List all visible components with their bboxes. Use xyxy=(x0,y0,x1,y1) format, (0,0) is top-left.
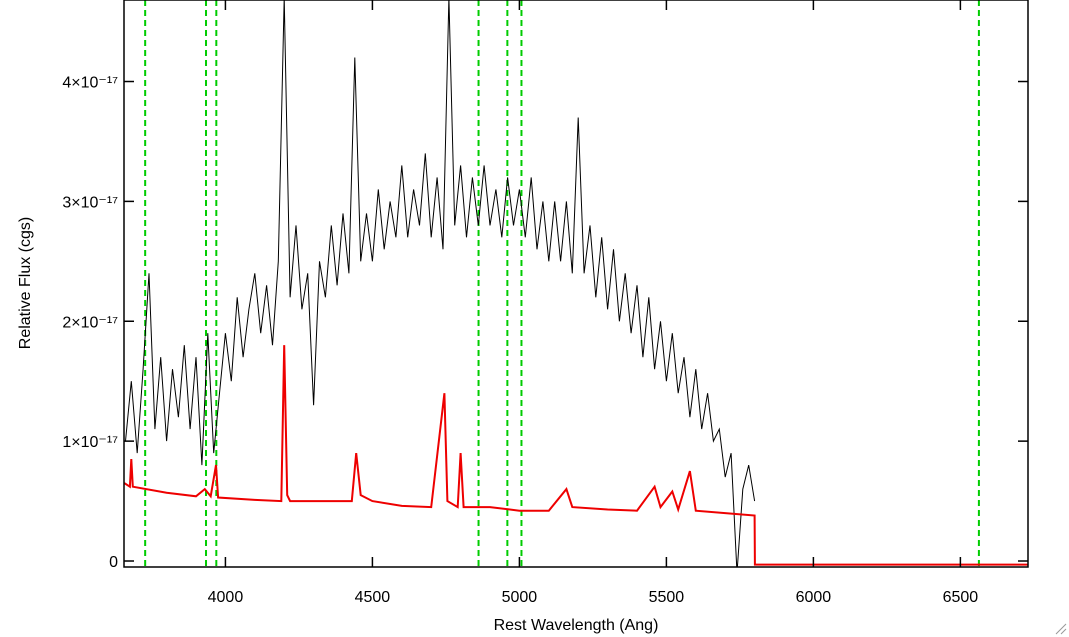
x-axis-label: Rest Wavelength (Ang) xyxy=(494,617,659,634)
spectrum-line xyxy=(124,345,1028,566)
x-tick-label: 6000 xyxy=(796,589,832,606)
y-tick-label: 3×10⁻¹⁷ xyxy=(62,194,118,211)
resize-grip xyxy=(1055,623,1067,635)
y-tick-label: 0 xyxy=(109,554,118,571)
plot-frame xyxy=(123,0,1029,568)
x-tick-label: 5500 xyxy=(649,589,685,606)
x-tick-label: 5000 xyxy=(502,589,538,606)
x-tick-label: 6500 xyxy=(943,589,979,606)
y-tick-label: 2×10⁻¹⁷ xyxy=(62,314,118,331)
y-axis-label: Relative Flux (cgs) xyxy=(17,217,34,349)
y-tick-label: 4×10⁻¹⁷ xyxy=(62,75,118,92)
spectrum-line xyxy=(125,0,756,567)
x-tick-label: 4500 xyxy=(355,589,391,606)
x-tick-label: 4000 xyxy=(208,589,244,606)
y-tick-label: 1×10⁻¹⁷ xyxy=(62,434,118,451)
plot-area xyxy=(124,0,1028,567)
